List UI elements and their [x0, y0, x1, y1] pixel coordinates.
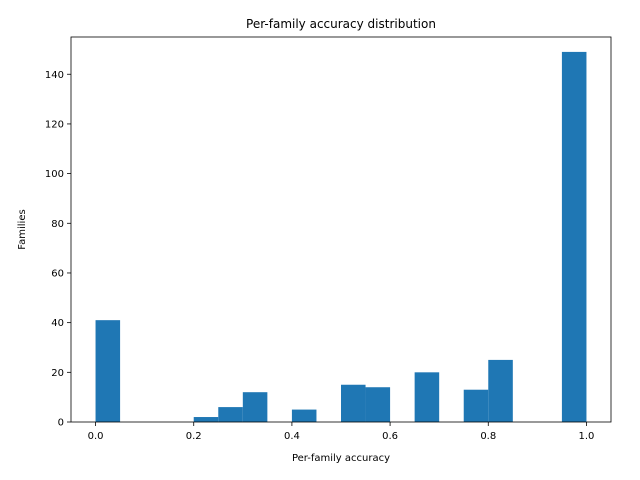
histogram-bar-13	[414, 372, 440, 422]
x-tick-label: 0.4	[284, 431, 300, 442]
y-axis-label: Families	[17, 209, 28, 249]
y-tick-label: 60	[51, 268, 64, 279]
x-axis: 0.0 0.2 0.4 0.6 0.8 1.0	[88, 422, 595, 442]
y-axis: 0 20 40 60 80 100 120 140	[45, 70, 71, 429]
histogram-bar-5	[218, 407, 243, 422]
x-tick-label: 0.0	[88, 431, 104, 442]
histogram-bar-10	[341, 384, 366, 422]
x-tick-label: 1.0	[579, 431, 595, 442]
histogram-bar-4	[193, 417, 219, 422]
y-tick-label: 0	[58, 418, 64, 429]
histogram-bar-0	[95, 320, 121, 422]
y-tick-label: 100	[45, 169, 64, 180]
histogram-bar-16	[488, 359, 513, 422]
x-tick-label: 0.2	[186, 431, 202, 442]
x-tick-label: 0.8	[480, 431, 496, 442]
y-tick-label: 20	[51, 368, 64, 379]
histogram-bar-15	[463, 389, 489, 422]
x-axis-label: Per-family accuracy	[292, 453, 390, 464]
y-tick-label: 80	[51, 219, 64, 230]
x-tick-label: 0.6	[382, 431, 398, 442]
histogram-bar-11	[365, 387, 391, 422]
chart-title: Per-family accuracy distribution	[246, 17, 436, 31]
plot-frame	[70, 36, 612, 423]
bars-group	[95, 51, 587, 422]
y-tick-label: 140	[45, 70, 64, 81]
y-tick-label: 120	[45, 119, 64, 130]
histogram-bar-19	[561, 51, 587, 422]
histogram-bar-6	[242, 392, 268, 422]
histogram-bar-8	[291, 409, 317, 422]
y-tick-label: 40	[51, 318, 64, 329]
